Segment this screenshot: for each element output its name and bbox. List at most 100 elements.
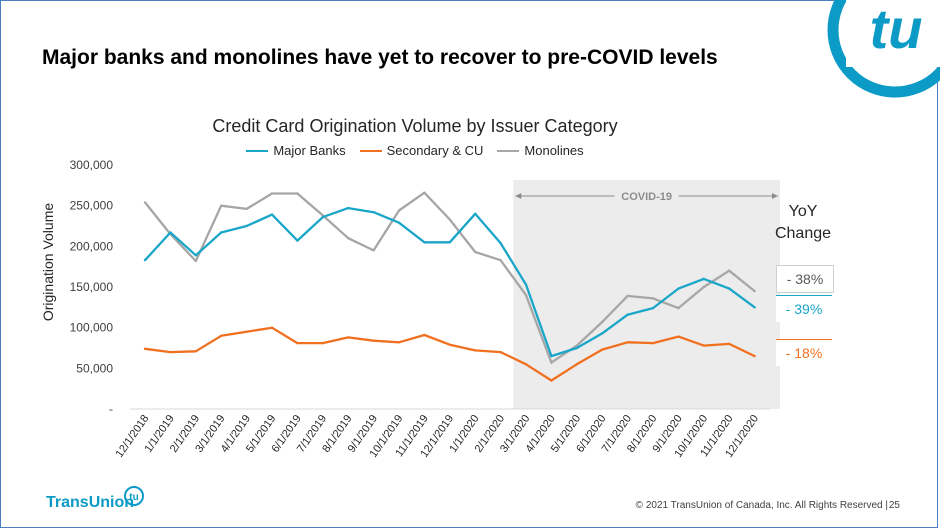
data-point-monolines xyxy=(347,237,350,240)
data-point-major-banks xyxy=(550,354,553,358)
data-point-monolines xyxy=(702,285,705,289)
data-point-secondary-cu xyxy=(728,342,731,346)
x-tick-label: 12/1/2018 xyxy=(114,413,152,460)
transunion-logo: TransUnion xyxy=(46,494,134,512)
covid-label-bg xyxy=(614,188,679,204)
chart-legend: Major Banks Secondary & CU Monolines xyxy=(0,143,830,158)
data-point-secondary-cu xyxy=(296,341,299,345)
data-point-monolines xyxy=(753,289,756,293)
legend-label-secondary-cu: Secondary & CU xyxy=(386,143,484,158)
data-point-secondary-cu xyxy=(397,341,401,344)
data-point-monolines xyxy=(601,320,604,324)
y-tick-label: 50,000 xyxy=(76,361,113,375)
data-point-major-banks xyxy=(677,287,680,290)
data-point-secondary-cu xyxy=(677,335,680,338)
data-point-secondary-cu xyxy=(270,326,274,329)
yoy-badge-secondary-cu: - 18% xyxy=(776,339,832,366)
data-point-secondary-cu xyxy=(143,347,147,351)
data-point-secondary-cu xyxy=(423,333,426,337)
legend-label-monolines: Monolines xyxy=(524,143,584,158)
data-point-monolines xyxy=(728,269,731,272)
data-point-monolines xyxy=(245,207,248,211)
logo-badge-text: tu xyxy=(129,492,138,503)
y-tick-label: 250,000 xyxy=(70,199,114,213)
covid-shaded-region xyxy=(513,180,780,409)
data-point-major-banks xyxy=(474,212,477,215)
yoy-title: YoY Change xyxy=(768,201,838,245)
brand-arc-mask xyxy=(846,0,940,67)
data-point-major-banks xyxy=(296,239,299,242)
data-point-major-banks xyxy=(524,283,528,286)
data-point-monolines xyxy=(499,258,502,262)
covid-label: COVID-19 xyxy=(621,191,672,203)
brand-arc xyxy=(827,0,940,98)
data-point-monolines xyxy=(626,294,629,298)
y-tick-label: 100,000 xyxy=(70,321,114,335)
legend-swatch-secondary-cu xyxy=(359,149,382,152)
data-point-secondary-cu xyxy=(753,354,756,358)
data-point-major-banks xyxy=(397,221,401,224)
data-point-major-banks xyxy=(651,306,655,310)
data-point-major-banks xyxy=(601,332,604,335)
y-tick-label: 300,000 xyxy=(70,158,114,172)
legend-swatch-major-banks xyxy=(246,149,269,152)
data-point-secondary-cu xyxy=(575,363,578,366)
covid-arrow-head-right xyxy=(772,193,778,199)
data-point-major-banks xyxy=(575,346,578,350)
y-tick-label: 150,000 xyxy=(70,280,114,294)
data-point-major-banks xyxy=(372,210,375,214)
data-point-major-banks xyxy=(245,224,248,228)
data-point-monolines xyxy=(448,218,451,221)
data-point-major-banks xyxy=(423,241,426,244)
chart-title: Credit Card Origination Volume by Issuer… xyxy=(212,116,618,136)
data-point-monolines xyxy=(143,201,147,204)
page-number: 25 xyxy=(888,500,900,511)
yoy-title-line2: Change xyxy=(774,225,832,242)
data-point-secondary-cu xyxy=(550,379,553,382)
data-point-secondary-cu xyxy=(499,350,502,354)
data-point-monolines xyxy=(220,204,223,207)
data-point-secondary-cu xyxy=(651,341,655,345)
legend-label-major-banks: Major Banks xyxy=(273,143,346,158)
data-point-monolines xyxy=(524,293,528,297)
data-point-major-banks xyxy=(347,206,350,210)
data-point-monolines xyxy=(575,344,578,347)
legend-swatch-monolines xyxy=(497,149,520,152)
data-point-monolines xyxy=(194,259,197,263)
data-point-major-banks xyxy=(220,231,223,234)
data-point-major-banks xyxy=(448,241,451,244)
data-point-secondary-cu xyxy=(220,334,223,337)
data-point-secondary-cu xyxy=(372,339,375,342)
data-point-secondary-cu xyxy=(245,330,248,333)
data-point-major-banks xyxy=(321,215,324,219)
brand-mark: tu xyxy=(827,0,940,98)
data-point-major-banks xyxy=(728,287,731,290)
data-point-monolines xyxy=(372,249,375,252)
data-point-major-banks xyxy=(143,258,147,262)
data-point-secondary-cu xyxy=(321,341,324,345)
y-tick-label: - xyxy=(109,402,113,416)
slide-title: Major banks and monolines have yet to re… xyxy=(42,46,718,69)
data-point-major-banks xyxy=(702,277,705,281)
yoy-badge-major-banks: - 39% xyxy=(776,295,832,322)
data-point-monolines xyxy=(550,361,553,364)
data-point-secondary-cu xyxy=(347,336,350,339)
data-point-major-banks xyxy=(194,254,197,257)
data-point-monolines xyxy=(651,297,655,300)
data-point-major-banks xyxy=(753,306,756,309)
data-point-monolines xyxy=(296,192,299,195)
logo-badge-ring xyxy=(124,486,144,506)
data-point-monolines xyxy=(423,191,426,194)
copyright-text: © 2021 TransUnion of Canada, Inc. All Ri… xyxy=(635,500,888,511)
data-point-major-banks xyxy=(270,213,274,216)
data-point-secondary-cu xyxy=(601,348,604,351)
y-tick-label: 200,000 xyxy=(70,239,114,253)
data-point-secondary-cu xyxy=(194,350,197,353)
yoy-title-line1: YoY xyxy=(788,203,818,220)
transunion-logo-badge: tu xyxy=(124,486,144,506)
data-point-secondary-cu xyxy=(626,341,629,344)
data-point-major-banks xyxy=(499,241,502,245)
data-point-monolines xyxy=(270,192,274,195)
